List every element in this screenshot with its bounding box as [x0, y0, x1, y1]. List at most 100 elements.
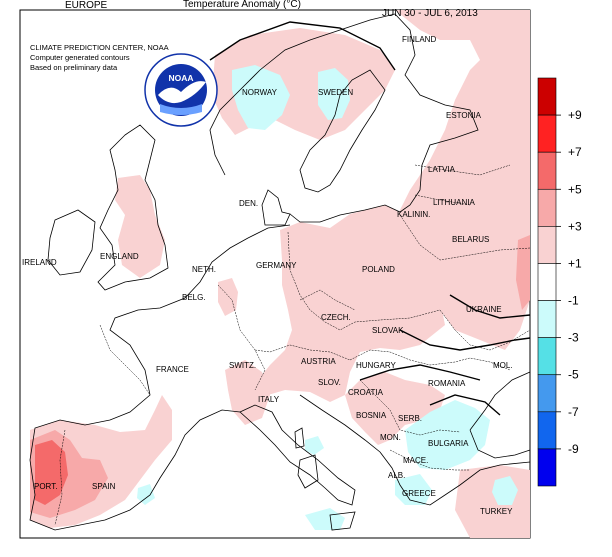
country-label-mol: MOL. [493, 361, 513, 370]
warm-field-central [258, 205, 445, 402]
cool-field-bulgaria [405, 400, 490, 470]
country-label-bosnia: BOSNIA [356, 411, 387, 420]
country-label-slov: SLOV. [318, 378, 341, 387]
country-label-estonia: ESTONIA [446, 111, 482, 120]
legend-bin-1 [537, 114, 557, 153]
cool-field-spain-south [137, 484, 155, 505]
border-france-spain [99, 324, 151, 396]
border-greece [389, 449, 470, 471]
border-lithuania [414, 194, 471, 206]
country-label-germany: GERMANY [256, 261, 297, 270]
country-label-latvia: LATVIA [428, 165, 456, 174]
contour-hungary [359, 364, 481, 381]
country-label-turkey: TURKEY [480, 507, 513, 516]
coast-sicily [329, 511, 356, 531]
coast-ireland [47, 209, 96, 276]
legend-bin-8 [537, 374, 557, 413]
legend-tick-label-8: -7 [568, 405, 579, 419]
legend-tick-label-5: -1 [568, 294, 579, 308]
coast-baltic [289, 13, 479, 223]
coast-blacksea [469, 371, 531, 459]
legend-bin-3 [537, 188, 557, 227]
border-latvia [414, 164, 511, 176]
country-label-poland: POLAND [362, 265, 395, 274]
country-label-spain: SPAIN [92, 482, 116, 491]
cool-field-sweden [318, 68, 350, 120]
map-dates: JUN 30 - JUL 6, 2013 [382, 8, 478, 19]
cool-field-tyrrhenian [305, 436, 324, 455]
country-label-greece: GREECE [402, 489, 436, 498]
country-label-slovak: SLOVAK. [372, 326, 406, 335]
country-label-hungary: HUNGARY [356, 361, 397, 370]
border-czech [299, 289, 356, 311]
map-title: Temperature Anomaly (°C) [183, 0, 301, 10]
warm-field-turkey [455, 465, 530, 538]
country-label-ireland: IRELAND [22, 258, 57, 267]
border-france-germany [217, 284, 266, 391]
legend-tick-label-9: -9 [568, 442, 579, 456]
legend-bin-7 [537, 337, 557, 376]
legend-tick-label-0: +9 [568, 108, 582, 122]
country-label-england: ENGLAND [100, 252, 139, 261]
country-borders [54, 164, 531, 526]
legend-tick-label-2: +5 [568, 182, 582, 196]
contour-east [399, 329, 531, 351]
country-label-croatia: CROATIA [348, 388, 384, 397]
country-label-switz: SWITZ. [229, 361, 256, 370]
noaa-logo: NOAA [144, 53, 218, 127]
legend-tick-label-4: +1 [568, 256, 582, 270]
legend-bin-10 [537, 448, 557, 487]
zero-contours [209, 21, 531, 416]
contour-north [209, 21, 396, 71]
credit-line-3: Based on preliminary data [30, 63, 118, 72]
country-label-mon: MON. [380, 433, 401, 442]
warm-field-balkans [345, 372, 445, 445]
country-label-belarus: BELARUS [452, 235, 489, 244]
warm-field-alps [225, 360, 270, 425]
country-label-ukraine: UKRAINE [466, 305, 502, 314]
country-label-france: FRANCE [156, 365, 189, 374]
legend-tick-label-3: +3 [568, 219, 582, 233]
country-label-finland: FINLAND [402, 35, 436, 44]
country-label-alb: ALB. [388, 471, 405, 480]
country-label-norway: NORWAY [242, 88, 278, 97]
cool-field-norway [232, 65, 290, 130]
noaa-logo-text: NOAA [168, 73, 193, 83]
country-label-austria: AUSTRIA [301, 357, 336, 366]
coast-italy [239, 404, 356, 506]
legend-bin-0 [537, 77, 557, 116]
legend-tick-label-6: -3 [568, 331, 579, 345]
country-labels: FINLAND NORWAY SWEDEN ESTONIA LATVIA LITHUANI… [22, 35, 513, 516]
contour-ukraine [449, 294, 531, 319]
coast-continent-west [29, 224, 291, 531]
country-label-belg: BELG. [182, 293, 206, 302]
legend-bin-6 [537, 300, 557, 338]
legend-bin-5 [537, 263, 557, 301]
border-hungary-romania [349, 349, 511, 371]
warm-strong-portugal [35, 440, 68, 505]
country-label-sweden: SWEDEN [318, 88, 353, 97]
border-belarus [399, 214, 531, 261]
legend-bin-9 [537, 411, 557, 450]
cool-field-turkey [492, 476, 518, 505]
border-germany-poland [287, 231, 441, 331]
coast-scandinavia [209, 13, 396, 193]
country-label-neth: NETH. [192, 265, 216, 274]
legend-bin-4 [537, 226, 557, 264]
warm-mid-ukraine [516, 235, 530, 310]
border-alps [254, 344, 351, 361]
country-label-den: DEN. [239, 199, 258, 208]
border-serbia-bulgaria [359, 379, 461, 436]
coast-britain [97, 124, 169, 291]
region-label: EUROPE [65, 0, 108, 11]
cool-field-sardinia [305, 508, 345, 530]
anomaly-fields [30, 10, 530, 538]
legend-tick-label-1: +7 [568, 145, 582, 159]
credit-line-2: Computer generated contours [30, 53, 130, 62]
cool-field-greece [395, 474, 432, 505]
credit-line-1: CLIMATE PREDICTION CENTER, NOAA [30, 43, 169, 52]
warm-field-england [115, 175, 165, 278]
country-label-romania: ROMANIA [428, 379, 466, 388]
